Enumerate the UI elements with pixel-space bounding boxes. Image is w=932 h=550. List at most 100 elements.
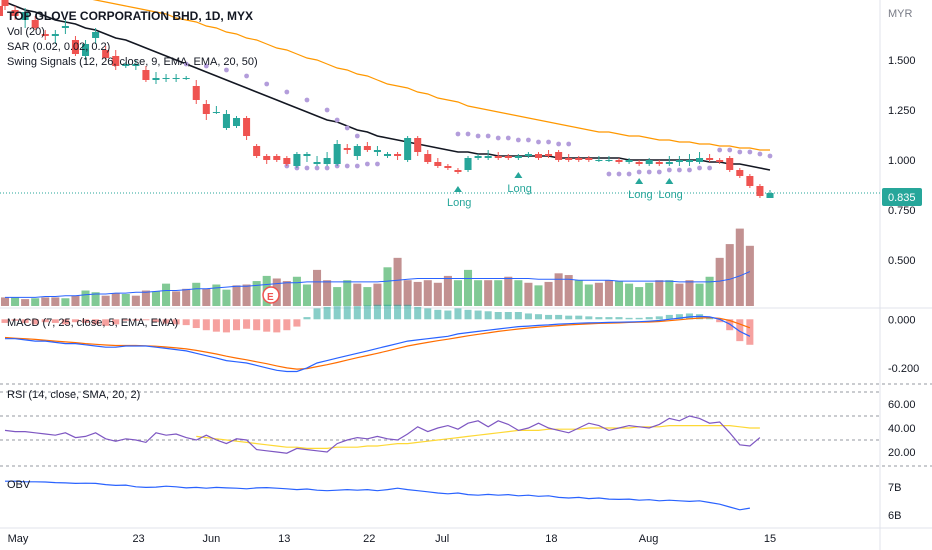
- volume-bar: [222, 289, 231, 306]
- macd-histogram-bar: [383, 304, 392, 320]
- macd-histogram-bar: [132, 319, 140, 321]
- swing-indicator-label[interactable]: Swing Signals (12, 26, close, 9, EMA, EM…: [7, 56, 258, 68]
- x-tick-label: 23: [132, 533, 144, 545]
- macd-histogram-bar: [41, 319, 49, 323]
- volume-bar: [343, 280, 352, 306]
- volume-bar: [453, 280, 462, 306]
- candle-body: [182, 78, 190, 79]
- candle-body: [323, 158, 331, 164]
- price-tick-label: 1.250: [888, 105, 916, 117]
- volume-bar: [141, 290, 150, 306]
- obv-title[interactable]: OBV: [7, 479, 31, 491]
- long-signal-label: Long: [658, 189, 682, 201]
- earnings-event-marker[interactable]: E: [262, 286, 280, 304]
- macd-histogram-bar: [746, 319, 754, 345]
- macd-histogram-bar: [182, 319, 190, 326]
- obv-tick-label: 6B: [888, 510, 901, 522]
- macd-histogram-bar: [394, 304, 402, 320]
- vol-indicator-label[interactable]: Vol (20): [7, 26, 45, 38]
- sar-dot: [224, 67, 229, 73]
- macd-histogram-bar: [192, 319, 200, 329]
- sar-dot: [626, 171, 632, 177]
- volume-bar: [745, 245, 754, 306]
- volume-bar: [735, 228, 744, 306]
- volume-bar: [162, 283, 171, 306]
- candle-body: [524, 154, 532, 156]
- volume-bar: [625, 283, 634, 306]
- sar-dot: [707, 165, 713, 171]
- sar-dot: [515, 137, 521, 143]
- candle-body: [615, 160, 623, 162]
- sar-dot: [536, 139, 541, 145]
- candle-body: [625, 160, 633, 162]
- sar-dot: [727, 147, 733, 153]
- macd-tick-label: 0.000: [888, 314, 916, 326]
- macd-histogram-bar: [122, 319, 130, 321]
- volume-bar: [474, 280, 483, 306]
- volume-bar: [645, 282, 654, 306]
- volume-bar: [41, 297, 50, 306]
- macd-histogram-bar: [736, 319, 744, 342]
- candle-body: [273, 156, 281, 160]
- candle-body: [373, 150, 381, 152]
- candle-body: [172, 78, 180, 79]
- currency-label: MYR: [888, 8, 913, 20]
- sar-indicator-label[interactable]: SAR (0.02, 0.02, 0.2): [7, 41, 110, 53]
- macd-histogram-bar: [655, 316, 663, 320]
- sar-dot: [304, 97, 310, 103]
- sar-dot: [354, 163, 360, 169]
- macd-histogram-bar: [514, 312, 522, 320]
- candle-body: [726, 158, 734, 170]
- volume-bar: [11, 297, 20, 306]
- price-tick-label: 0.750: [888, 205, 916, 217]
- candle-body: [363, 146, 371, 150]
- candle-body: [756, 186, 764, 196]
- candle-body: [122, 64, 130, 66]
- macd-histogram-bar: [605, 317, 613, 320]
- macd-histogram-bar: [31, 319, 39, 325]
- sar-dot: [183, 61, 189, 67]
- last-price-badge: [882, 188, 922, 206]
- candle-body: [645, 160, 653, 164]
- macd-histogram-bar: [524, 313, 532, 320]
- volume-bar: [725, 244, 734, 306]
- last-price-value: 0.835: [888, 192, 916, 204]
- rsi-line: [4, 415, 761, 454]
- candle-body: [293, 154, 301, 166]
- volume-ma-line: [5, 271, 751, 298]
- candle-body: [675, 160, 683, 162]
- macd-histogram-bar: [323, 306, 331, 320]
- sar-dot: [656, 169, 662, 175]
- volume-bar: [313, 269, 322, 306]
- macd-histogram-bar: [585, 316, 593, 320]
- macd-histogram-bar: [11, 319, 19, 321]
- macd-title[interactable]: MACD (7, 25, close, 5, EMA, EMA): [7, 317, 178, 329]
- volume-bar: [423, 280, 432, 306]
- candle-body: [565, 158, 573, 160]
- long-signal-arrow: [635, 178, 644, 184]
- volume-bar: [282, 281, 291, 306]
- x-tick-label: 22: [363, 533, 375, 545]
- candle-body: [595, 160, 603, 161]
- candle-body: [212, 112, 220, 113]
- sar-dot: [314, 165, 320, 171]
- rsi-title[interactable]: RSI (14, close, SMA, 20, 2): [7, 389, 140, 401]
- volume-bar: [31, 298, 40, 306]
- macd-histogram-bar: [172, 319, 180, 325]
- macd-histogram-bar: [444, 310, 452, 320]
- sar-dot: [616, 171, 622, 177]
- rsi-tick-label: 40.00: [888, 423, 916, 435]
- long-signal-label: Long: [507, 183, 531, 195]
- candle-body: [494, 156, 502, 158]
- volume-bar: [121, 293, 130, 306]
- volume-bar: [413, 281, 422, 306]
- macd-histogram-bar: [665, 314, 673, 320]
- macd-histogram-bar: [283, 319, 291, 331]
- sar-dot: [264, 81, 270, 87]
- sar-dot: [767, 153, 773, 159]
- volume-bar: [564, 275, 573, 306]
- sar-dot: [717, 147, 723, 153]
- x-tick-label: Jul: [435, 533, 449, 545]
- sar-dot: [284, 89, 290, 95]
